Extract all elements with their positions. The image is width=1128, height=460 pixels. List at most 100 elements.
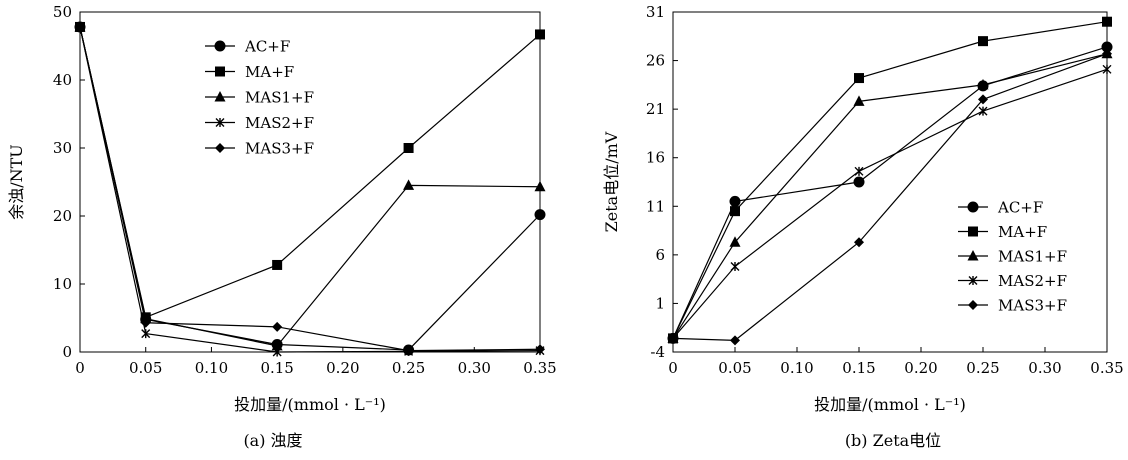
x-tick-label: 0.10 (195, 359, 228, 377)
data-point-triangle (271, 339, 283, 351)
data-point-square (272, 259, 283, 270)
data-point-triangle (853, 95, 865, 106)
legend-label: MAS1+F (245, 89, 314, 107)
legend-entry: MA+F (205, 63, 294, 81)
legend-label: AC+F (244, 38, 290, 56)
data-point-triangle (977, 78, 989, 90)
x-tick-label: 0.15 (260, 359, 293, 377)
data-point-circle (1101, 41, 1113, 53)
y-tick-label: 1 (655, 294, 665, 312)
x-tick-label: 0.15 (842, 359, 875, 377)
plot-frame (672, 11, 1108, 353)
series-mas3-f (75, 21, 545, 356)
data-point-diamond (272, 321, 283, 332)
legend-marker-triangle (967, 250, 979, 261)
x-tick-label: 0.25 (392, 359, 425, 377)
legend-entry: AC+F (958, 199, 1043, 217)
data-point-circle (534, 209, 546, 221)
data-point-diamond (75, 21, 85, 32)
legend-marker-diamond (968, 300, 978, 310)
x-tick-label: 0.35 (1090, 359, 1123, 377)
data-point-square (854, 73, 864, 84)
y-tick-label: 11 (646, 197, 665, 215)
data-point-diamond (978, 94, 988, 105)
legend-label: MAS3+F (998, 297, 1067, 315)
chart-caption: (b) Zeta电位 (845, 431, 941, 450)
y-tick-label: 16 (646, 149, 665, 167)
legend-marker-triangle (214, 91, 226, 102)
series-mas3-f (668, 48, 1112, 346)
series-line (79, 26, 541, 319)
data-point-square (730, 206, 740, 217)
series-mas1-f (74, 20, 546, 351)
legend-label: MA+F (998, 223, 1047, 241)
y-tick-label: 6 (655, 246, 665, 264)
legend-marker-star (215, 118, 225, 127)
data-point-triangle (534, 180, 546, 192)
data-point-diamond (730, 335, 740, 346)
data-point-diamond (535, 344, 545, 355)
x-tick-label: 0 (668, 359, 678, 377)
legend-label: MAS1+F (998, 248, 1067, 266)
data-point-diamond (854, 237, 864, 248)
x-tick-label: 0 (75, 359, 85, 377)
x-tick-label: 0.05 (129, 359, 162, 377)
legend-entry: MAS2+F (205, 114, 314, 132)
data-point-star (1102, 64, 1112, 74)
legend-entry: MAS3+F (205, 140, 314, 158)
data-point-square (403, 143, 414, 153)
series-line (79, 26, 541, 352)
data-point-diamond (403, 345, 414, 356)
data-point-circle (853, 176, 865, 188)
legend-entry: MAS1+F (205, 89, 314, 107)
data-point-star (978, 106, 988, 116)
plot-frame (79, 11, 541, 353)
series-line (79, 26, 541, 353)
data-point-triangle (729, 236, 741, 247)
series-line (672, 21, 1108, 339)
y-tick-label: 30 (53, 139, 72, 157)
series-line (79, 26, 541, 347)
legend-marker-diamond (215, 143, 225, 153)
data-point-square (978, 36, 988, 47)
data-point-star (141, 329, 151, 339)
x-tick-label: 0.25 (966, 359, 999, 377)
legend-marker-square (968, 226, 978, 237)
x-axis-label: 投加量/(mmol · L⁻¹) (814, 395, 966, 414)
y-tick-label: 31 (646, 3, 665, 21)
chart-b-zeta-potential: 0 0.05 0.10 0.15 0.20 0.25 0.30 0.35-4161116212… (602, 3, 1124, 450)
series-ma-f (75, 21, 545, 323)
data-point-diamond (140, 317, 151, 328)
x-tick-label: 0.20 (904, 359, 937, 377)
y-axis-label: 余浊/NTU (7, 144, 26, 220)
legend-entry: MAS2+F (958, 272, 1067, 290)
x-tick-label: 0.30 (458, 359, 491, 377)
y-tick-label: -4 (650, 343, 665, 361)
x-tick-label: 0.20 (326, 359, 359, 377)
legend-label: MA+F (245, 63, 294, 81)
y-tick-label: 26 (646, 52, 665, 70)
data-point-square (535, 29, 545, 40)
data-point-square (1102, 16, 1112, 27)
series-line (79, 26, 541, 351)
y-axis-label: Zeta电位/mV (602, 131, 621, 232)
legend-label: MAS2+F (998, 272, 1067, 290)
y-tick-label: 50 (53, 3, 72, 21)
x-tick-label: 0.35 (523, 359, 556, 377)
x-axis-label: 投加量/(mmol · L⁻¹) (234, 395, 386, 414)
y-tick-label: 40 (53, 71, 72, 89)
data-point-circle (729, 195, 741, 207)
data-point-triangle (403, 179, 415, 190)
data-point-star (272, 347, 282, 357)
legend-marker-square (215, 66, 225, 77)
x-tick-label: 0.30 (1028, 359, 1061, 377)
series-mas2-f (668, 64, 1112, 343)
legend-marker-circle (967, 201, 979, 213)
legend-marker-star (968, 276, 978, 285)
chart-a-turbidity: 0 0.05 0.10 0.15 0.20 0.25 0.30 0.35 0 10 20 30 40 50… (7, 3, 557, 450)
legend-label: MAS3+F (245, 140, 314, 158)
y-tick-label: 20 (53, 207, 72, 225)
legend-entry: MA+F (958, 223, 1047, 241)
legend-label: AC+F (997, 199, 1043, 217)
